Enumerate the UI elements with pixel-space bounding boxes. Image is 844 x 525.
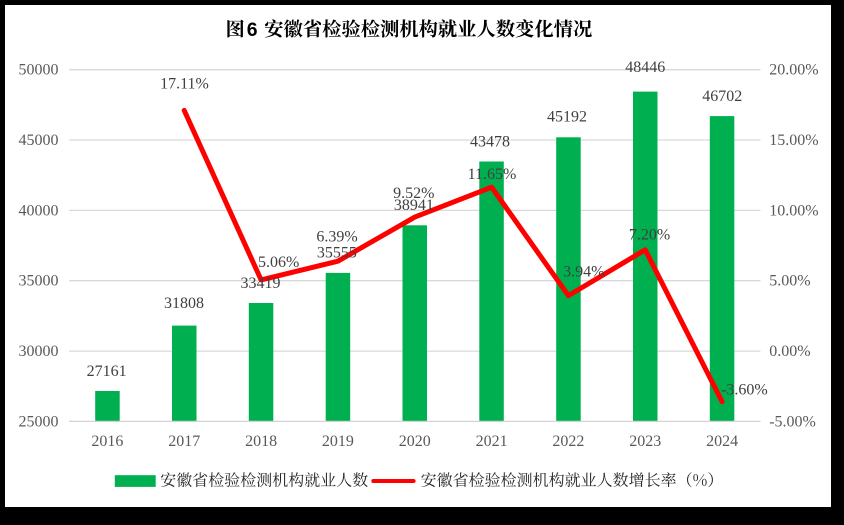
svg-text:45000: 45000 xyxy=(19,132,59,149)
svg-text:6.39%: 6.39% xyxy=(316,228,357,245)
svg-text:5.06%: 5.06% xyxy=(258,254,299,271)
svg-text:17.11%: 17.11% xyxy=(160,75,209,92)
svg-text:15.00%: 15.00% xyxy=(769,132,818,149)
svg-text:2019: 2019 xyxy=(322,433,354,450)
svg-text:2020: 2020 xyxy=(399,433,431,450)
svg-text:0.00%: 0.00% xyxy=(769,343,810,360)
svg-text:9.52%: 9.52% xyxy=(393,185,434,202)
svg-text:-3.60%: -3.60% xyxy=(721,381,768,398)
svg-text:25000: 25000 xyxy=(19,413,59,430)
svg-text:11.65%: 11.65% xyxy=(468,166,517,183)
svg-text:27161: 27161 xyxy=(87,363,127,380)
svg-text:2017: 2017 xyxy=(168,433,200,450)
svg-text:31808: 31808 xyxy=(164,295,204,312)
svg-text:3.94%: 3.94% xyxy=(563,263,604,280)
svg-text:43478: 43478 xyxy=(470,133,510,150)
svg-text:-5.00%: -5.00% xyxy=(769,413,816,430)
svg-text:2022: 2022 xyxy=(552,433,584,450)
svg-text:46702: 46702 xyxy=(702,88,742,105)
svg-text:20.00%: 20.00% xyxy=(769,62,818,79)
svg-text:7.20%: 7.20% xyxy=(629,227,670,244)
svg-text:6: 6 xyxy=(247,19,258,41)
svg-text:2023: 2023 xyxy=(629,433,661,450)
svg-text:48446: 48446 xyxy=(625,59,665,76)
svg-text:38941: 38941 xyxy=(394,197,434,214)
svg-text:2018: 2018 xyxy=(245,433,277,450)
svg-text:50000: 50000 xyxy=(19,62,59,79)
svg-text:2021: 2021 xyxy=(476,433,508,450)
svg-text:5.00%: 5.00% xyxy=(769,273,810,290)
svg-text:2024: 2024 xyxy=(706,433,738,450)
svg-text:35000: 35000 xyxy=(19,273,59,290)
svg-text:10.00%: 10.00% xyxy=(769,202,818,219)
svg-text:2016: 2016 xyxy=(91,433,123,450)
svg-text:40000: 40000 xyxy=(19,202,59,219)
svg-text:33419: 33419 xyxy=(241,275,281,292)
svg-text:30000: 30000 xyxy=(19,343,59,360)
svg-text:35555: 35555 xyxy=(317,245,357,262)
svg-text:45192: 45192 xyxy=(547,108,587,125)
